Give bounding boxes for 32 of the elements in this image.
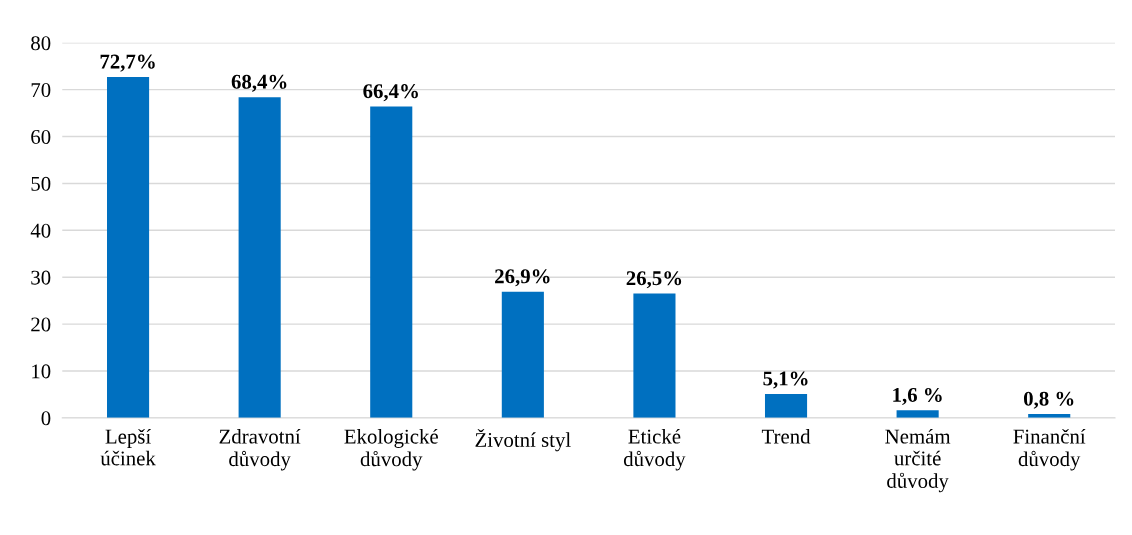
bar <box>107 77 150 418</box>
data-label: 1,6 % <box>893 387 942 405</box>
y-tick-label: 50 <box>31 176 51 191</box>
x-tick-label: Etické důvody <box>623 428 686 471</box>
bar <box>633 293 676 418</box>
x-tick-label: Zdravotní důvody <box>219 428 301 471</box>
data-label: 72,7% <box>100 54 155 72</box>
x-tick-label: Trend <box>761 428 811 444</box>
data-label: 5,1% <box>763 371 808 389</box>
x-tick-label: Lepší účinek <box>100 428 156 466</box>
bar <box>238 97 281 418</box>
bar <box>764 393 808 418</box>
y-tick-label: 70 <box>31 83 51 98</box>
data-label: 66,4% <box>363 84 418 102</box>
bar <box>896 410 939 418</box>
data-label: 68,4% <box>231 74 287 92</box>
y-tick-label: 80 <box>31 36 51 51</box>
y-tick-label: 40 <box>30 223 51 238</box>
x-tick-label: Nemám určité důvody <box>885 428 951 493</box>
bar <box>370 106 413 418</box>
x-tick-label: Ekologické důvody <box>344 428 438 471</box>
y-tick-label: 30 <box>31 270 51 285</box>
data-label: 26,5% <box>626 271 682 289</box>
data-label: 26,9% <box>495 269 550 287</box>
y-tick-label: 20 <box>31 317 51 332</box>
y-tick-label: 10 <box>32 364 51 379</box>
bar <box>501 291 544 418</box>
y-tick-label: 0 <box>41 411 51 426</box>
y-tick-label: 60 <box>31 129 51 144</box>
x-tick-label: Finanční důvody <box>1013 428 1086 471</box>
x-tick-label: Životní styl <box>475 428 571 452</box>
data-label: 0,8 % <box>1023 391 1074 409</box>
